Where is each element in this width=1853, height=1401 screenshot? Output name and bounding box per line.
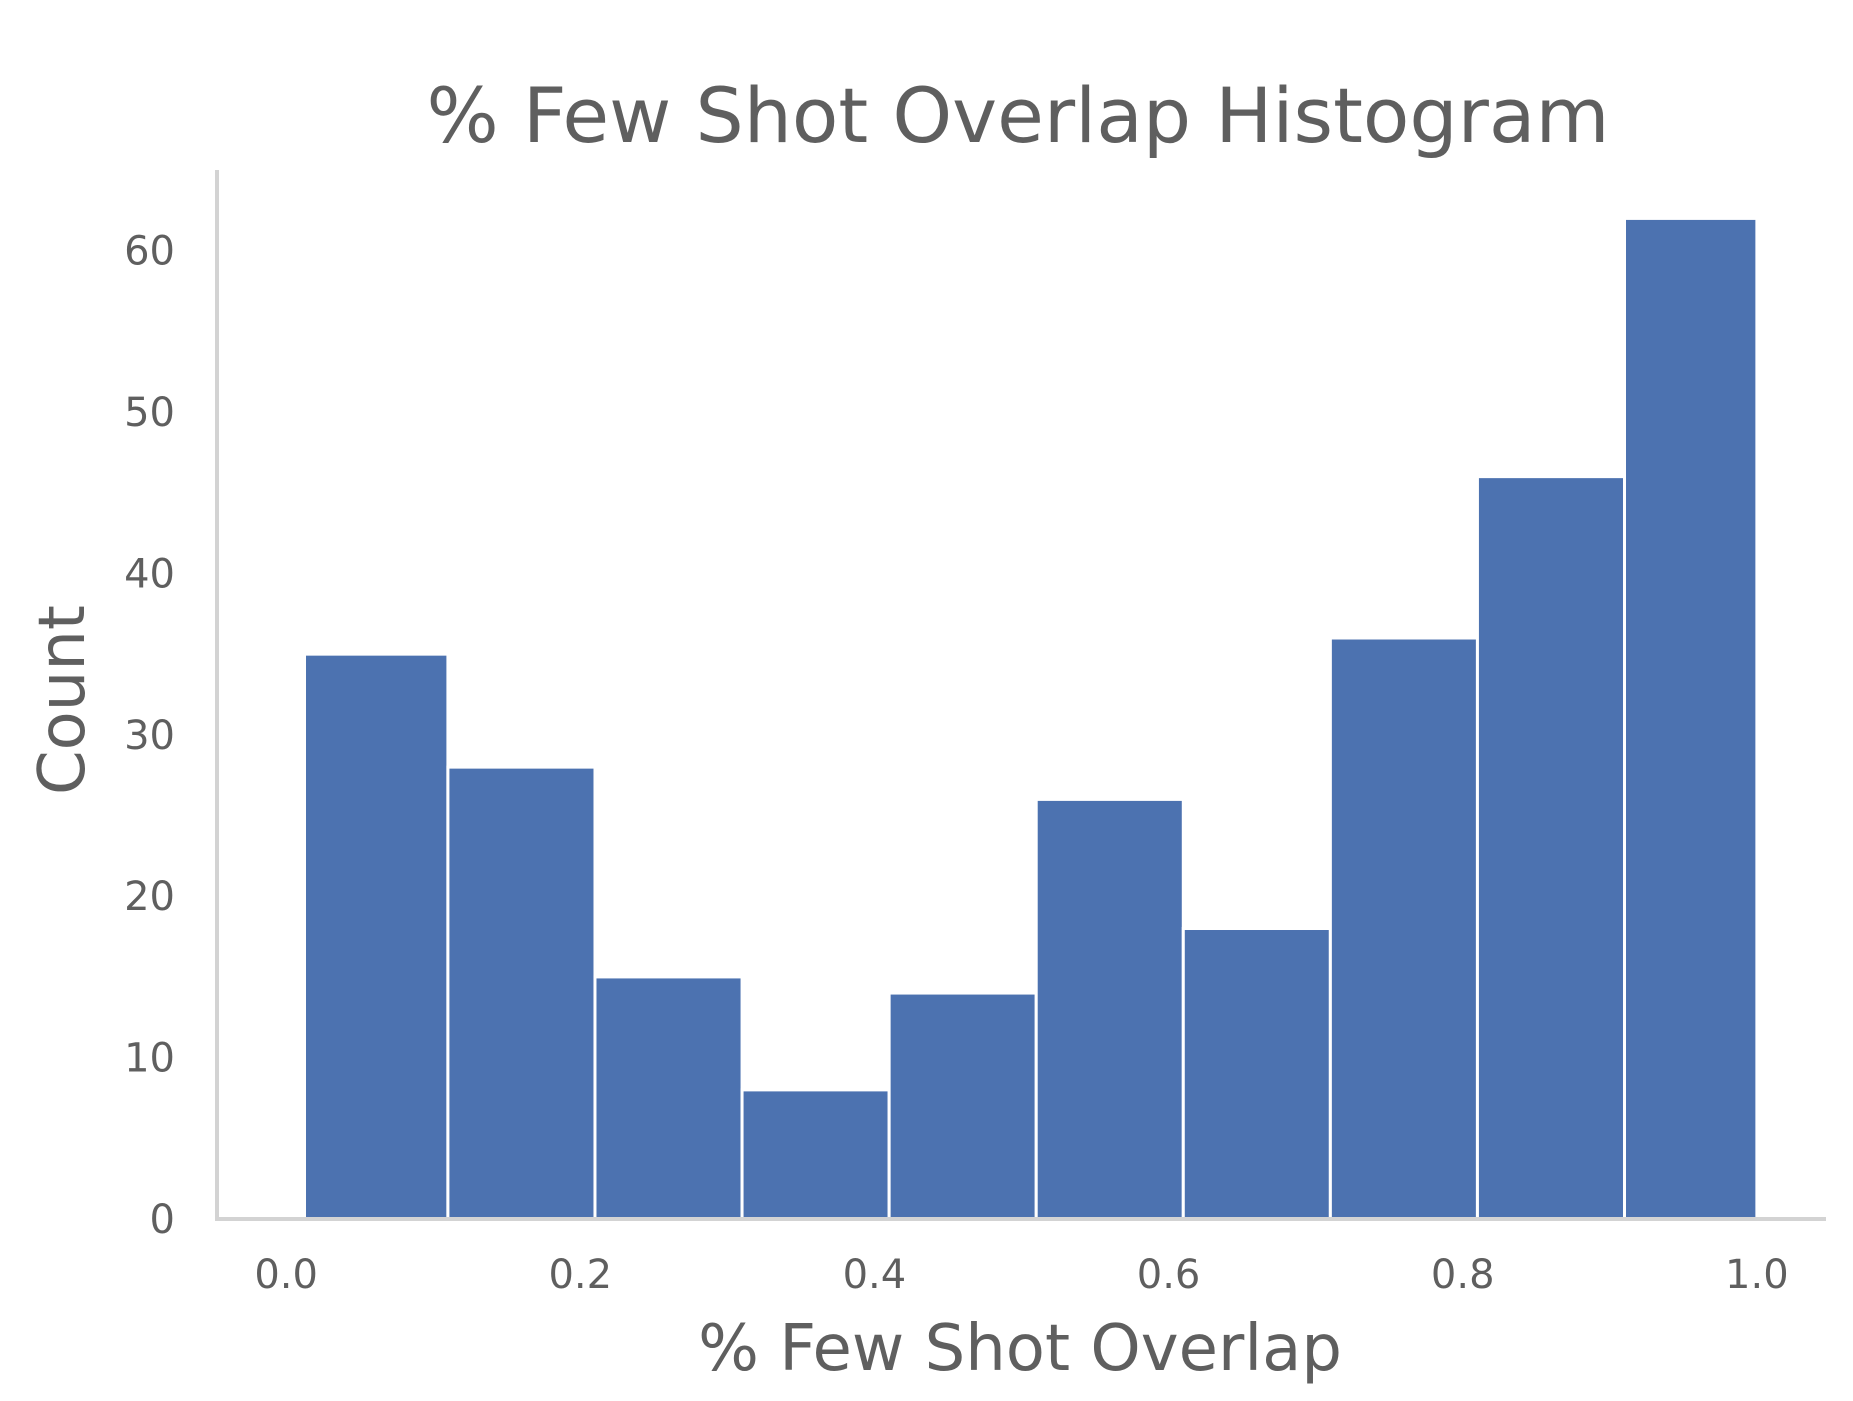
histogram-bar-4 — [740, 1088, 891, 1221]
x-tick-label: 1.0 — [1725, 1252, 1789, 1298]
y-tick-label: 40 — [124, 551, 175, 597]
histogram-bar-9 — [1475, 475, 1627, 1221]
y-tick-label: 0 — [150, 1197, 175, 1243]
y-axis-label: Count — [26, 605, 100, 795]
histogram-bar-5 — [887, 991, 1038, 1221]
bars-group — [303, 216, 1759, 1221]
histogram-bar-3 — [593, 975, 744, 1221]
x-tick-label: 0.8 — [1431, 1252, 1495, 1298]
y-tick-label: 10 — [124, 1036, 175, 1082]
histogram-bar-7 — [1181, 927, 1332, 1221]
x-tick-labels: 0.0 0.2 0.4 0.6 0.8 1.0 — [254, 1252, 1788, 1298]
x-tick-label: 0.4 — [843, 1252, 907, 1298]
histogram-bar-10 — [1623, 216, 1759, 1221]
histogram-bar-1 — [303, 652, 450, 1221]
x-axis-label: % Few Shot Overlap — [698, 1312, 1342, 1386]
y-tick-label: 50 — [124, 390, 175, 436]
chart-title: % Few Shot Overlap Histogram — [426, 71, 1609, 160]
y-tick-labels: 0 10 20 30 40 50 60 — [124, 229, 175, 1243]
y-tick-label: 20 — [124, 874, 175, 920]
y-tick-label: 30 — [124, 713, 175, 759]
x-tick-label: 0.0 — [254, 1252, 318, 1298]
histogram-bar-8 — [1328, 636, 1479, 1221]
x-tick-label: 0.2 — [548, 1252, 612, 1298]
x-tick-label: 0.6 — [1137, 1252, 1201, 1298]
histogram-bar-2 — [446, 765, 597, 1221]
histogram-bar-6 — [1034, 797, 1185, 1221]
y-tick-label: 60 — [124, 229, 175, 275]
